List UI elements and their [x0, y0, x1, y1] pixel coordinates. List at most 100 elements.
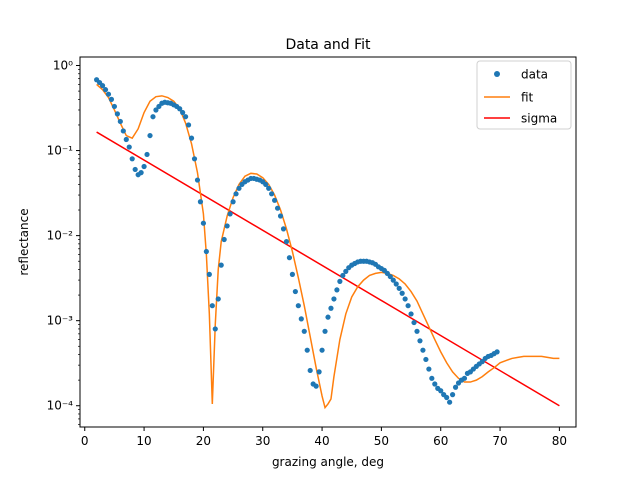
data-point	[209, 303, 215, 309]
data-point	[390, 277, 396, 283]
data-point	[188, 135, 195, 141]
data-point	[132, 166, 138, 173]
data-point	[206, 271, 212, 277]
data-point	[123, 136, 129, 143]
data-point	[494, 349, 500, 355]
data-point	[402, 296, 408, 302]
data-point	[236, 185, 242, 191]
data-point	[180, 109, 186, 116]
data-point	[387, 273, 393, 280]
data-point	[200, 220, 207, 226]
x-tick-label: 70	[492, 434, 507, 448]
data-point	[272, 197, 278, 203]
data-point	[429, 375, 435, 381]
legend-data-label: data	[521, 68, 548, 82]
data-point	[218, 262, 224, 268]
legend: data fit sigma	[476, 60, 572, 130]
data-point	[263, 181, 269, 188]
data-point	[138, 170, 144, 176]
data-point	[286, 255, 293, 261]
data-point	[399, 290, 405, 296]
y-tick-label: 10⁻²	[47, 229, 74, 243]
data-point	[420, 347, 426, 353]
data-point	[304, 347, 310, 353]
legend-box	[476, 60, 572, 130]
x-tick-label: 50	[374, 434, 389, 448]
data-point	[117, 118, 123, 125]
data-point	[183, 114, 189, 120]
y-axis-label: reflectance	[17, 208, 31, 275]
data-point	[194, 177, 201, 183]
data-point	[141, 163, 147, 170]
legend-fit-label: fit	[521, 91, 534, 105]
data-point	[150, 114, 156, 120]
data-point	[224, 223, 230, 229]
data-point	[334, 287, 340, 293]
data-point	[105, 91, 112, 97]
data-point	[177, 106, 183, 112]
data-point	[99, 83, 106, 89]
data-point	[417, 338, 423, 344]
data-point	[153, 107, 159, 113]
legend-data-marker	[494, 71, 500, 77]
y-tick-label: 10⁰	[53, 59, 73, 73]
data-point	[452, 384, 459, 390]
data-point	[129, 156, 135, 162]
data-point	[340, 272, 346, 279]
x-axis-label: grazing angle, deg	[272, 455, 384, 469]
data-point	[461, 375, 468, 381]
data-point	[449, 392, 456, 398]
data-point	[447, 399, 453, 405]
data-point	[343, 268, 349, 274]
data-point	[266, 185, 272, 191]
data-point	[325, 314, 331, 320]
data-point	[405, 303, 411, 309]
data-point	[292, 288, 298, 295]
data-point	[423, 356, 429, 363]
x-axis: 0 10 20 30 40 50 60 70 80	[81, 427, 567, 448]
data-point	[408, 311, 414, 317]
data-point	[111, 103, 118, 110]
data-point	[307, 367, 313, 374]
x-tick-label: 60	[433, 434, 448, 448]
data-point	[301, 328, 307, 334]
y-tick-label: 10⁻¹	[47, 144, 74, 158]
data-point	[108, 96, 115, 102]
data-point	[411, 319, 417, 326]
data-point	[316, 369, 322, 375]
data-point	[432, 381, 438, 387]
data-point	[191, 156, 198, 162]
data-point	[280, 226, 287, 232]
data-point	[331, 296, 337, 302]
data-point	[337, 278, 343, 284]
data-point	[414, 328, 420, 334]
data-point	[313, 383, 319, 389]
y-tick-label: 10⁻⁴	[47, 399, 74, 413]
data-point	[197, 199, 204, 205]
data-point	[126, 144, 132, 150]
data-point	[298, 316, 304, 322]
data-point	[283, 239, 290, 245]
data-point	[144, 151, 150, 158]
x-tick-label: 20	[196, 434, 211, 448]
data-point	[212, 326, 218, 332]
x-tick-label: 40	[314, 434, 329, 448]
data-point	[396, 285, 402, 291]
data-point	[393, 281, 399, 287]
data-point	[227, 211, 233, 217]
data-point	[203, 248, 209, 255]
legend-sigma-label: sigma	[521, 112, 557, 126]
y-axis: 10⁻⁴ 10⁻³ 10⁻² 10⁻¹ 10⁰	[47, 59, 80, 425]
data-point	[444, 394, 450, 401]
data-point	[277, 213, 284, 219]
x-tick-label: 10	[136, 434, 151, 448]
data-point	[230, 199, 236, 205]
x-tick-label: 30	[255, 434, 270, 448]
chart-title: Data and Fit	[285, 37, 371, 53]
series-layer	[94, 77, 560, 410]
x-tick-label: 0	[81, 434, 89, 448]
data-point	[185, 122, 192, 128]
plot-area	[94, 77, 560, 410]
data-point	[233, 191, 239, 197]
